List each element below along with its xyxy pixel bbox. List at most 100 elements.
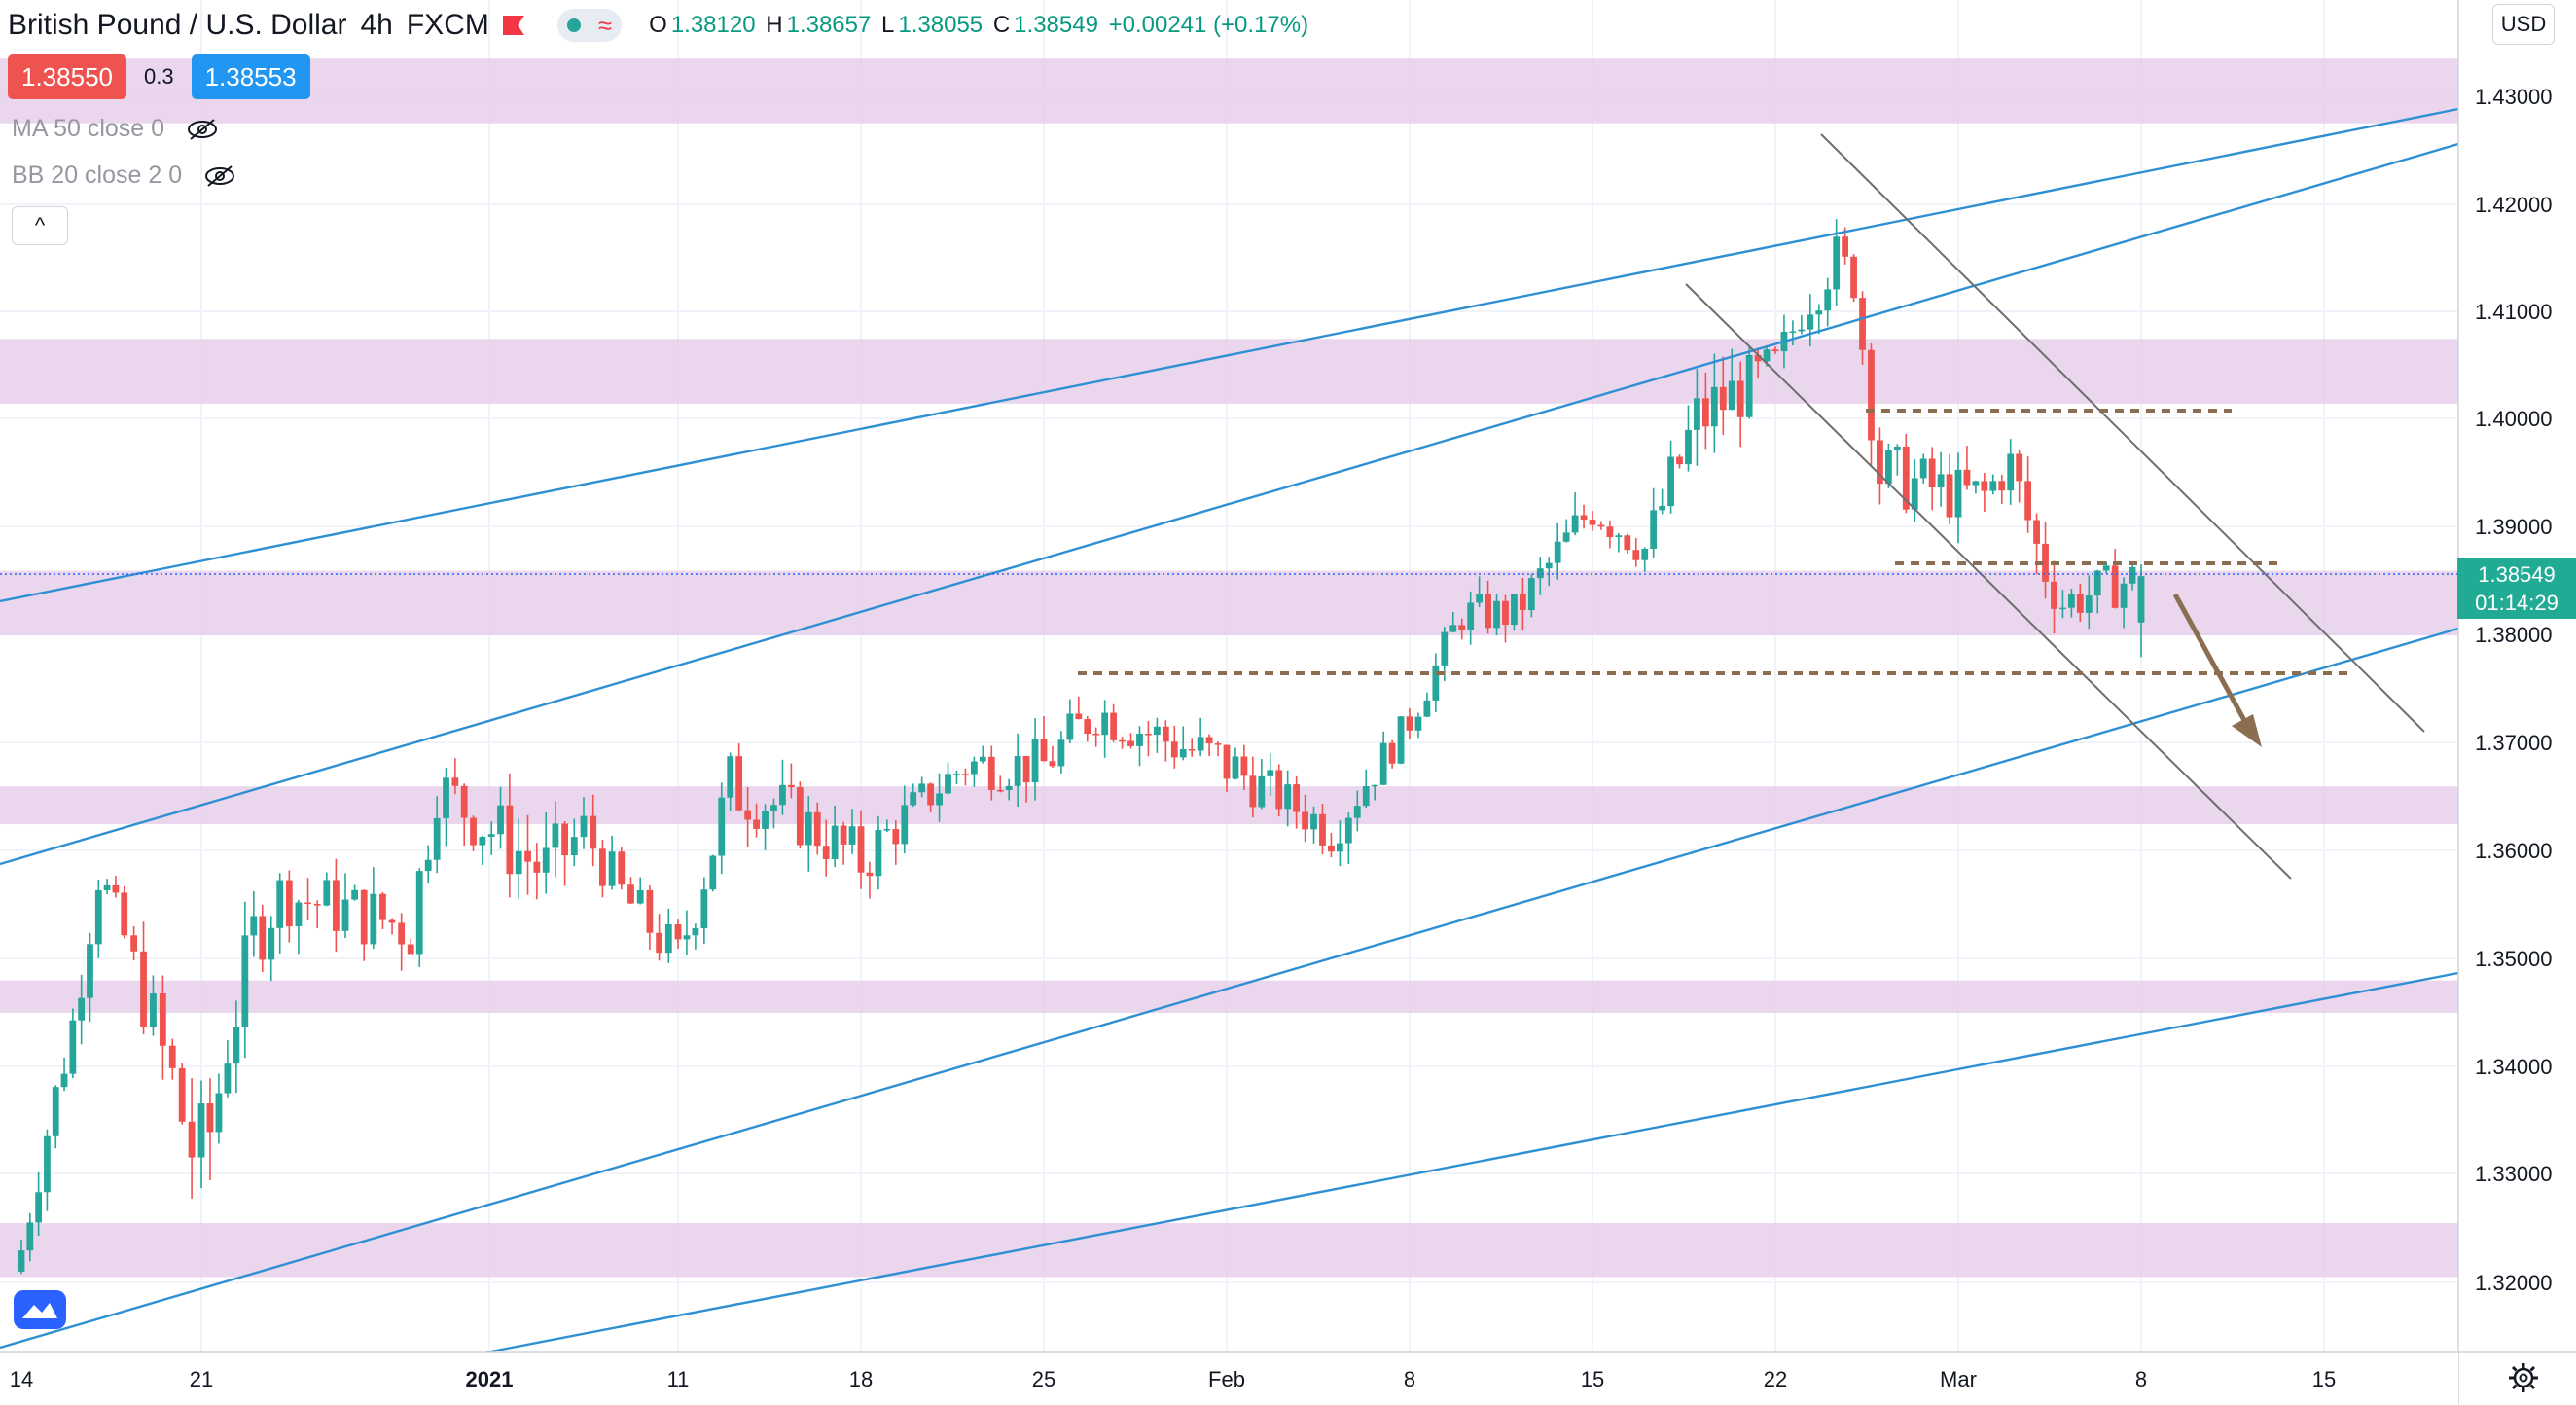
candle-151 bbox=[1362, 769, 1370, 809]
y-tick-1.33000: 1.33000 bbox=[2475, 1162, 2553, 1186]
candle-237 bbox=[2111, 549, 2119, 609]
candle-78 bbox=[727, 752, 734, 811]
close-value: 1.38549 bbox=[1014, 12, 1098, 38]
open-label: O bbox=[649, 12, 667, 38]
candle-141 bbox=[1275, 764, 1283, 817]
candle-176 bbox=[1580, 504, 1588, 529]
candle-145 bbox=[1310, 806, 1317, 845]
dashed-levels[interactable] bbox=[1078, 409, 2350, 675]
candle-93 bbox=[857, 810, 865, 889]
candle-119 bbox=[1084, 716, 1091, 742]
candle-195 bbox=[1745, 347, 1753, 419]
indicator-bb[interactable]: BB 20 close 2 0 bbox=[12, 162, 236, 190]
candle-196 bbox=[1754, 347, 1762, 379]
candle-193 bbox=[1728, 348, 1735, 411]
candle-9 bbox=[94, 880, 102, 958]
candle-139 bbox=[1258, 759, 1266, 810]
x-tick-feb: Feb bbox=[1208, 1367, 1245, 1391]
candle-75 bbox=[700, 877, 708, 944]
candle-90 bbox=[831, 805, 839, 868]
candle-74 bbox=[692, 923, 699, 950]
candle-127 bbox=[1153, 717, 1161, 753]
price-axis[interactable]: 1.43000 1.42000 1.41000 1.40000 1.39000 … bbox=[2457, 0, 2576, 1405]
candle-158 bbox=[1423, 692, 1431, 718]
sell-price-button[interactable]: 1.38550 bbox=[8, 54, 126, 99]
candle-182 bbox=[1632, 537, 1640, 567]
candle-59 bbox=[552, 801, 559, 878]
candle-125 bbox=[1136, 726, 1143, 767]
candle-146 bbox=[1319, 804, 1326, 855]
candle-219 bbox=[1954, 452, 1962, 544]
candle-97 bbox=[892, 820, 900, 865]
approx-wave-icon: ≈ bbox=[597, 11, 613, 40]
candle-113 bbox=[1031, 718, 1039, 801]
source-label: FXCM bbox=[406, 9, 489, 41]
currency-badge[interactable]: USD bbox=[2492, 4, 2555, 45]
candle-42 bbox=[398, 913, 406, 971]
candle-231 bbox=[2059, 590, 2066, 619]
candle-22 bbox=[215, 1073, 223, 1144]
candle-122 bbox=[1110, 703, 1118, 742]
candle-19 bbox=[188, 1077, 196, 1200]
candle-135 bbox=[1223, 744, 1231, 792]
gridlines bbox=[0, 0, 2458, 1352]
candle-103 bbox=[945, 762, 951, 795]
support-resistance-zones bbox=[0, 58, 2458, 1278]
candle-124 bbox=[1127, 733, 1134, 749]
y-tick-1.35000: 1.35000 bbox=[2475, 947, 2553, 971]
candle-140 bbox=[1267, 753, 1274, 796]
collapse-legend-button[interactable]: ^ bbox=[12, 206, 68, 245]
projection-arrow[interactable] bbox=[2172, 593, 2262, 747]
descending-channel[interactable] bbox=[1685, 133, 2425, 880]
interval-label[interactable]: 4h bbox=[360, 9, 393, 41]
candle-102 bbox=[936, 773, 943, 822]
y-tick-1.34000: 1.34000 bbox=[2475, 1055, 2553, 1079]
x-tick-15-feb: 15 bbox=[1581, 1367, 1604, 1391]
candle-174 bbox=[1562, 519, 1570, 543]
candlestick-series bbox=[18, 219, 2145, 1275]
candle-137 bbox=[1240, 744, 1248, 790]
candle-62 bbox=[580, 797, 588, 849]
candle-162 bbox=[1458, 618, 1466, 640]
y-tick-1.32000: 1.32000 bbox=[2475, 1271, 2553, 1295]
candle-37 bbox=[351, 884, 359, 901]
candle-157 bbox=[1414, 712, 1422, 739]
hidden-eye-icon[interactable] bbox=[203, 164, 236, 188]
candle-210 bbox=[1877, 427, 1883, 505]
candle-117 bbox=[1066, 699, 1074, 743]
candle-121 bbox=[1101, 700, 1109, 758]
indicator-ma[interactable]: MA 50 close 0 bbox=[12, 115, 219, 143]
y-tick-1.40000: 1.40000 bbox=[2475, 407, 2553, 431]
candle-73 bbox=[683, 910, 691, 955]
candle-134 bbox=[1214, 741, 1222, 757]
candle-70 bbox=[656, 914, 662, 961]
candle-17 bbox=[168, 1038, 176, 1080]
candle-183 bbox=[1641, 547, 1649, 572]
candle-28 bbox=[268, 916, 275, 982]
time-axis[interactable]: 14 21 2021 11 18 25 Feb 8 15 22 Mar 8 15 bbox=[0, 1351, 2576, 1405]
candle-126 bbox=[1145, 721, 1152, 757]
buy-price-button[interactable]: 1.38553 bbox=[191, 54, 310, 99]
candle-180 bbox=[1615, 532, 1623, 553]
settings-gear-icon[interactable] bbox=[2506, 1360, 2541, 1395]
candle-3 bbox=[44, 1129, 51, 1211]
symbol-title[interactable]: British Pound / U.S. Dollar bbox=[8, 9, 347, 41]
hidden-eye-icon[interactable] bbox=[186, 118, 219, 141]
symbol-header[interactable]: British Pound / U.S. Dollar 4h FXCM ≈ O 1… bbox=[8, 4, 1312, 47]
market-mode-pill[interactable]: ≈ bbox=[556, 9, 623, 42]
channel-line-upper-inner bbox=[0, 142, 2459, 866]
candle-63 bbox=[590, 794, 597, 867]
candle-159 bbox=[1432, 653, 1440, 712]
x-tick-22: 22 bbox=[1764, 1367, 1787, 1391]
ascending-channel[interactable] bbox=[0, 107, 2459, 1354]
candle-132 bbox=[1197, 717, 1204, 757]
candle-153 bbox=[1379, 731, 1387, 785]
candle-92 bbox=[848, 809, 856, 854]
flag-icon[interactable] bbox=[502, 16, 524, 35]
candle-215 bbox=[1919, 453, 1927, 484]
high-value: 1.38657 bbox=[786, 12, 872, 38]
candle-95 bbox=[875, 815, 882, 890]
candle-21 bbox=[206, 1078, 214, 1180]
candle-7 bbox=[78, 974, 86, 1045]
